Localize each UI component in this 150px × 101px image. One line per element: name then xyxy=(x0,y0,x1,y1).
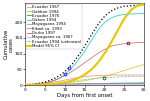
Legend: Ecuador 1967, Gabbon 1994, Ecuador 1976, Gabon 1994, Mayaguana 1994, Kikwit ca. : Ecuador 1967, Gabbon 1994, Ecuador 1976,… xyxy=(26,4,82,49)
Y-axis label: Cumulative
cases: Cumulative cases xyxy=(3,29,14,59)
X-axis label: Days from first onset: Days from first onset xyxy=(57,93,112,98)
